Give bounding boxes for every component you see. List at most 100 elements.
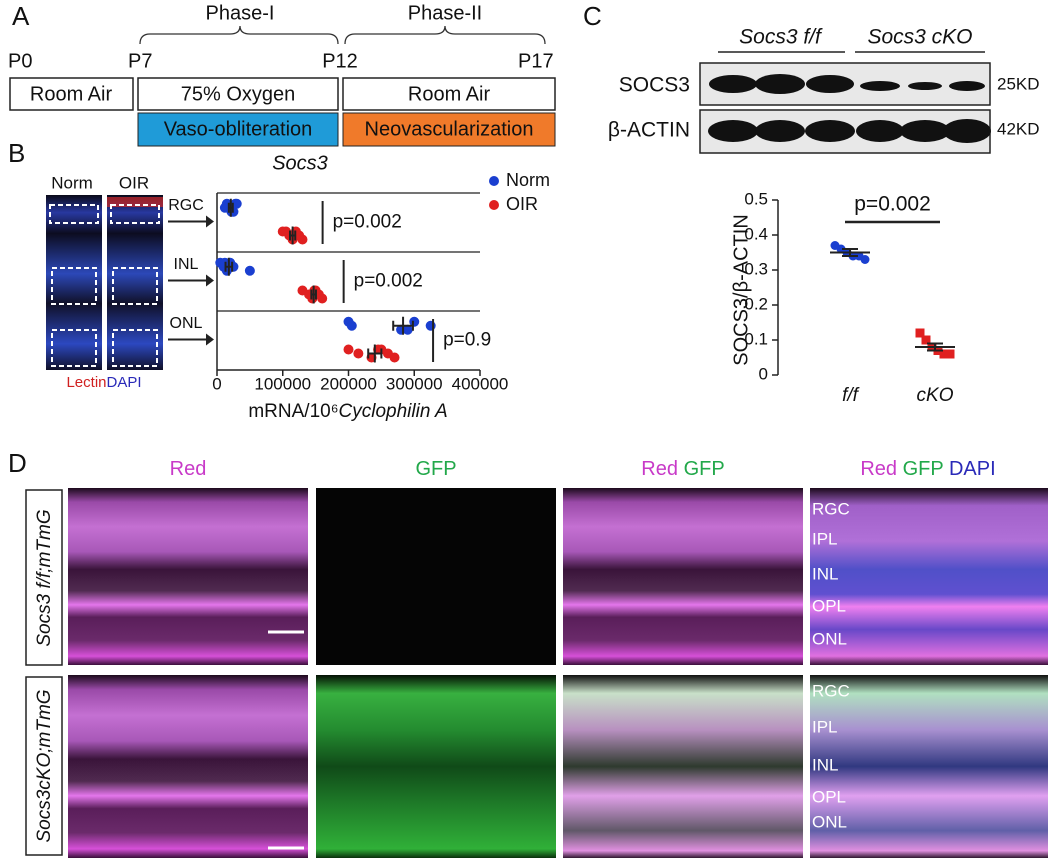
- micrograph: [810, 488, 1048, 665]
- x-tick-label: f/f: [842, 385, 860, 406]
- brace: [139, 25, 339, 45]
- p-value: p=0.002: [854, 193, 931, 216]
- x-tick-label: cKO: [917, 385, 954, 406]
- stage-label: Vaso-obliteration: [164, 118, 313, 140]
- micrograph: [316, 675, 556, 858]
- legend-marker: [489, 176, 499, 186]
- layer-label: OPL: [812, 787, 846, 806]
- legend-label: Norm: [506, 170, 550, 190]
- error-bar: [842, 248, 858, 257]
- data-point: [244, 265, 255, 276]
- day-label: P0: [8, 50, 32, 72]
- data-point: [945, 349, 955, 359]
- legend-marker: [489, 200, 499, 210]
- layer-label: OPL: [812, 596, 846, 615]
- bands: [708, 74, 991, 143]
- data-point: [425, 320, 436, 331]
- layer-label: ONL: [812, 812, 847, 831]
- phase-label: Phase-I: [206, 2, 275, 24]
- channel: Red: [860, 458, 897, 480]
- column-header: GFP: [415, 458, 456, 480]
- error-bar: [288, 230, 297, 241]
- row-label: Socs3cKO;mTmG: [34, 689, 55, 842]
- category-label: INL: [174, 256, 199, 273]
- protein-label: β-ACTIN: [608, 119, 690, 142]
- panel-label: A: [12, 1, 30, 31]
- data-point: [343, 344, 354, 355]
- category-label: RGC: [168, 197, 204, 214]
- y-tick-label: 0.2: [744, 294, 768, 313]
- stage-box: [342, 112, 556, 147]
- blot-group: Socs3 cKO: [867, 26, 972, 49]
- data-point: [219, 202, 230, 213]
- stage-box: [137, 112, 339, 147]
- data-point: [921, 335, 931, 345]
- x-tick-label: 100000: [254, 374, 311, 393]
- micrograph: [810, 675, 1048, 858]
- micrograph: [68, 675, 308, 858]
- channel: Red: [641, 458, 678, 480]
- phase-label: Phase-II: [408, 2, 482, 24]
- x-axis-label-part: mRNA/10⁶: [248, 401, 338, 422]
- column-header: Red GFP: [641, 458, 724, 480]
- data-point: [939, 349, 949, 359]
- panel-label: D: [8, 448, 27, 478]
- data-point: [353, 348, 364, 359]
- micrograph: [68, 488, 308, 665]
- condition-box: [137, 77, 339, 111]
- day-label: P12: [322, 50, 358, 72]
- imaging-grid: Red GFP Red GFP Red GFP DAPI Socs3 f/f;m…: [25, 458, 1048, 858]
- strip-label: Norm: [51, 173, 93, 192]
- strip-label: OIR: [119, 173, 149, 192]
- blot-group: Socs3 f/f: [739, 26, 823, 49]
- y-tick-label: 0.1: [744, 329, 768, 348]
- x-axis-label-part: Cyclophilin A: [339, 401, 448, 422]
- lectin-signal: [107, 197, 163, 207]
- condition-label: 75% Oxygen: [181, 83, 296, 105]
- x-tick-label: 200000: [320, 374, 377, 393]
- data-point: [389, 352, 400, 363]
- layer-label: IPL: [812, 529, 838, 548]
- channel: Red: [170, 458, 207, 480]
- row-box: [25, 676, 63, 856]
- column-header: Red: [170, 458, 207, 480]
- channel: GFP: [684, 458, 725, 480]
- error-bar: [927, 342, 943, 352]
- error-bar: [224, 261, 234, 272]
- panel-label: B: [8, 138, 25, 168]
- retina-image: [107, 195, 163, 370]
- data-point: [281, 226, 292, 237]
- layer-label: INL: [812, 564, 838, 583]
- layer-label: ONL: [812, 629, 847, 648]
- protein-label: SOCS3: [619, 74, 690, 97]
- brace: [344, 25, 546, 45]
- y-axis-label: SOCS3/β-ACTIN: [730, 214, 752, 366]
- chart-title: Socs3: [272, 152, 328, 174]
- layer-label: INL: [812, 755, 838, 774]
- western-blot: Socs3 f/f Socs3 cKO SOCS3 β-ACTIN 25KD 4…: [608, 26, 1040, 154]
- p-value: p=0.9: [443, 330, 491, 351]
- layer-label: RGC: [812, 499, 850, 518]
- legend-label: OIR: [506, 194, 538, 214]
- error-bar: [367, 348, 383, 359]
- arrow-head: [206, 215, 214, 228]
- row-label: Socs3 f/f;mTmG: [34, 509, 55, 646]
- column-header: Red GFP DAPI: [860, 458, 995, 480]
- day-label: P7: [128, 50, 152, 72]
- panel-label: C: [583, 1, 602, 31]
- data-point: [228, 261, 239, 272]
- size-label: 42KD: [997, 119, 1040, 138]
- x-tick-label: 300000: [386, 374, 443, 393]
- row-box: [25, 489, 63, 666]
- stage-label: Neovascularization: [365, 118, 534, 140]
- p-value: p=0.002: [333, 212, 402, 233]
- channel: GFP: [903, 458, 944, 480]
- stain-label: LectinDAPI: [66, 374, 141, 391]
- condition-box: [9, 77, 134, 111]
- data-point: [346, 320, 357, 331]
- day-label: P17: [518, 50, 554, 72]
- micrograph: [563, 675, 803, 858]
- condition-label: Room Air: [30, 83, 113, 105]
- data-point: [915, 328, 925, 338]
